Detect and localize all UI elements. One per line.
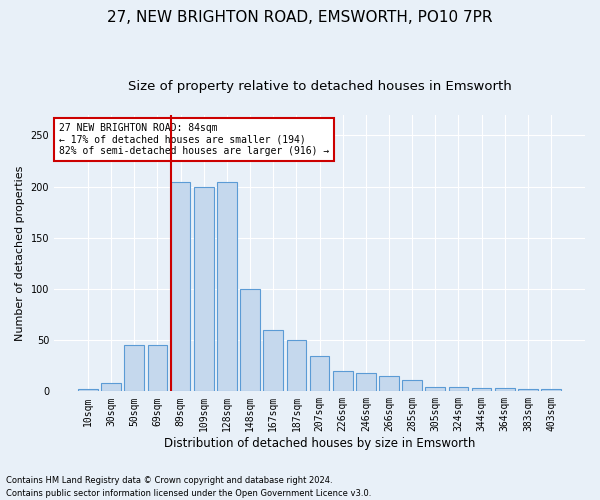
Bar [194,186,214,392]
Title: Size of property relative to detached houses in Emsworth: Size of property relative to detached ho… [128,80,511,93]
Bar [425,387,445,392]
Bar [518,390,538,392]
Text: 27, NEW BRIGHTON ROAD, EMSWORTH, PO10 7PR: 27, NEW BRIGHTON ROAD, EMSWORTH, PO10 7P… [107,10,493,25]
Bar [495,388,515,392]
Bar [124,346,144,392]
Text: 27 NEW BRIGHTON ROAD: 84sqm
← 17% of detached houses are smaller (194)
82% of se: 27 NEW BRIGHTON ROAD: 84sqm ← 17% of det… [59,124,329,156]
Bar [379,376,399,392]
Bar [287,340,306,392]
Bar [171,182,190,392]
X-axis label: Distribution of detached houses by size in Emsworth: Distribution of detached houses by size … [164,437,475,450]
Bar [333,371,353,392]
Bar [101,383,121,392]
Y-axis label: Number of detached properties: Number of detached properties [15,166,25,341]
Bar [449,387,468,392]
Bar [402,380,422,392]
Text: Contains HM Land Registry data © Crown copyright and database right 2024.
Contai: Contains HM Land Registry data © Crown c… [6,476,371,498]
Bar [356,373,376,392]
Bar [472,388,491,392]
Bar [148,346,167,392]
Bar [78,390,98,392]
Bar [217,182,237,392]
Bar [310,356,329,392]
Bar [240,289,260,392]
Bar [541,390,561,392]
Bar [263,330,283,392]
